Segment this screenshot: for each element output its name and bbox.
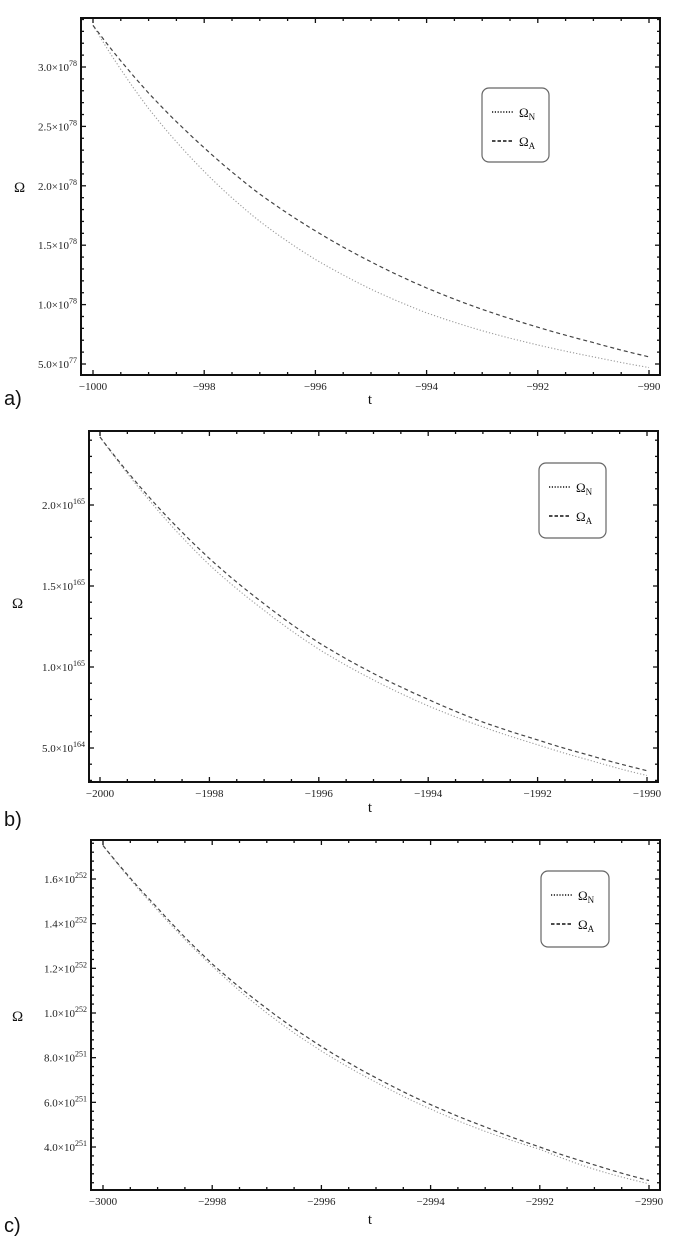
x-axis-label: t <box>368 800 373 816</box>
x-tick-label: −990 <box>638 381 661 393</box>
x-tick-label: −1998 <box>195 788 224 800</box>
plot-frame <box>80 17 661 376</box>
y-tick-label: 2.0×10165 <box>42 497 85 512</box>
x-tick-label: −996 <box>304 381 327 393</box>
y-tick-label: 1.5×10165 <box>42 578 85 593</box>
x-axis-label: t <box>368 1212 373 1228</box>
y-tick-label: 1.0×10252 <box>44 1005 87 1020</box>
y-tick-label: 5.0×10164 <box>42 740 85 755</box>
y-tick-label: 1.6×10252 <box>44 871 87 886</box>
x-tick-label: −2990 <box>635 1196 664 1208</box>
x-tick-label: −992 <box>526 381 549 393</box>
series-omega-n-line <box>102 845 650 1185</box>
y-tick-label: 2.0×1078 <box>38 178 77 193</box>
y-tick-label: 1.0×1078 <box>38 297 77 312</box>
y-tick-label: 1.2×10252 <box>44 960 87 975</box>
x-axis-label: t <box>368 392 373 408</box>
x-tick-label: −994 <box>415 381 438 393</box>
series-omega-a-line <box>102 845 650 1182</box>
chart-panel-a: −1000 −998 −996 −994 −992 −990 5.0×1077 1.0×107… <box>4 17 661 410</box>
series-omega-a-line <box>99 436 648 772</box>
x-tick-label: −2994 <box>416 1196 445 1208</box>
legend-label-omega-a: ΩA <box>519 134 536 151</box>
panel-label: b) <box>4 809 22 831</box>
y-axis-label: Ω <box>12 1009 23 1025</box>
y-tick-label: 2.5×1078 <box>38 118 77 133</box>
x-tick-label: −1992 <box>523 788 551 800</box>
chart-panel-b: −2000 −1998 −1996 −1994 −1992 −1990 5.0×10164 1… <box>4 430 662 831</box>
legend-label-omega-n: ΩN <box>519 105 536 122</box>
y-tick-label: 3.0×1078 <box>38 59 77 74</box>
legend-label-omega-n: ΩN <box>576 480 593 497</box>
y-tick-label: 6.0×10251 <box>44 1094 87 1109</box>
y-tick-label: 8.0×10251 <box>44 1050 87 1065</box>
y-tick-label: 4.0×10251 <box>44 1139 87 1154</box>
y-tick-label: 1.0×10165 <box>42 659 85 674</box>
y-tick-label: 5.0×1077 <box>38 356 77 371</box>
legend-box <box>540 870 610 948</box>
panel-label: a) <box>4 388 22 410</box>
x-tick-label: −1990 <box>633 788 662 800</box>
series-omega-a-line <box>92 25 650 358</box>
x-tick-label: −1000 <box>79 381 108 393</box>
y-axis-label: Ω <box>14 180 25 196</box>
legend-label-omega-n: ΩN <box>578 888 595 905</box>
x-tick-label: −2992 <box>526 1196 554 1208</box>
x-tick-label: −998 <box>193 381 216 393</box>
legend-label-omega-a: ΩA <box>576 509 593 526</box>
y-tick-label: 1.5×1078 <box>38 237 77 252</box>
series-omega-n-line <box>92 25 650 369</box>
legend: ΩN ΩA <box>540 870 610 948</box>
chart-panel-c: −3000 −2998 −2996 −2994 −2992 −2990 4.0×10251 6… <box>4 839 664 1237</box>
legend-label-omega-a: ΩA <box>578 917 595 934</box>
x-tick-label: −2998 <box>198 1196 227 1208</box>
panel-label: c) <box>4 1215 21 1237</box>
x-tick-label: −3000 <box>89 1196 118 1208</box>
legend-box <box>481 87 550 163</box>
x-tick-label: −2000 <box>86 788 115 800</box>
y-tick-label: 1.4×10252 <box>44 916 87 931</box>
x-tick-label: −1996 <box>305 788 334 800</box>
legend: ΩN ΩA <box>538 462 607 539</box>
legend-box <box>538 462 607 539</box>
x-tick-label: −2996 <box>307 1196 336 1208</box>
y-axis-label: Ω <box>12 596 23 612</box>
legend: ΩN ΩA <box>481 87 550 163</box>
x-tick-label: −1994 <box>414 788 443 800</box>
